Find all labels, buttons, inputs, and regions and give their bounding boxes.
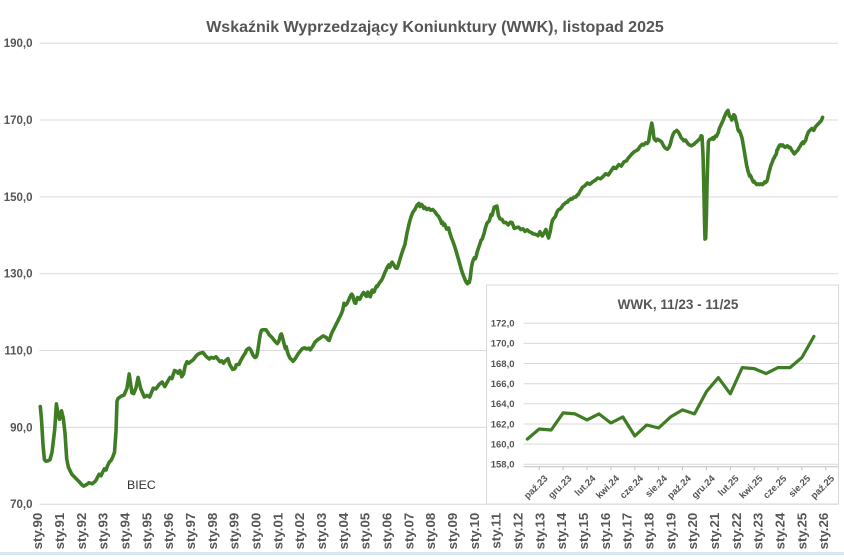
svg-text:sty.95: sty.95 bbox=[139, 512, 154, 549]
svg-text:sty.05: sty.05 bbox=[358, 512, 373, 549]
svg-text:sty.26: sty.26 bbox=[816, 513, 831, 550]
svg-text:sty.16: sty.16 bbox=[598, 513, 613, 550]
svg-text:BIEC: BIEC bbox=[127, 478, 156, 492]
svg-text:sty.07: sty.07 bbox=[401, 513, 416, 550]
svg-text:sty.96: sty.96 bbox=[161, 513, 176, 550]
svg-text:sty.90: sty.90 bbox=[30, 513, 45, 550]
svg-text:sty.99: sty.99 bbox=[227, 513, 242, 550]
svg-text:sty.08: sty.08 bbox=[423, 513, 438, 550]
svg-text:sty.10: sty.10 bbox=[467, 513, 482, 550]
svg-text:110,0: 110,0 bbox=[4, 346, 32, 358]
svg-text:sty.14: sty.14 bbox=[554, 512, 569, 549]
svg-text:70,0: 70,0 bbox=[10, 499, 32, 511]
svg-text:158,0: 158,0 bbox=[491, 460, 515, 471]
svg-text:sty.11: sty.11 bbox=[489, 512, 504, 549]
svg-text:sty.97: sty.97 bbox=[183, 513, 198, 550]
svg-text:sty.21: sty.21 bbox=[707, 512, 722, 549]
svg-text:130,0: 130,0 bbox=[4, 269, 33, 281]
svg-text:166,0: 166,0 bbox=[491, 379, 515, 390]
svg-text:sty.98: sty.98 bbox=[205, 513, 220, 550]
svg-text:170,0: 170,0 bbox=[491, 339, 515, 350]
svg-text:sty.24: sty.24 bbox=[773, 512, 788, 549]
svg-text:162,0: 162,0 bbox=[491, 419, 515, 430]
svg-text:sty.92: sty.92 bbox=[74, 513, 89, 550]
svg-text:sty.22: sty.22 bbox=[729, 513, 744, 550]
svg-text:sty.19: sty.19 bbox=[663, 513, 678, 550]
svg-text:sty.01: sty.01 bbox=[270, 512, 285, 549]
svg-text:sty.15: sty.15 bbox=[576, 512, 591, 549]
svg-text:sty.93: sty.93 bbox=[96, 513, 111, 550]
svg-text:sty.09: sty.09 bbox=[445, 513, 460, 550]
svg-text:172,0: 172,0 bbox=[491, 319, 515, 330]
svg-text:90,0: 90,0 bbox=[10, 422, 32, 434]
svg-text:160,0: 160,0 bbox=[491, 439, 515, 450]
svg-text:WWK, 11/23 - 11/25: WWK, 11/23 - 11/25 bbox=[618, 297, 739, 312]
svg-text:sty.18: sty.18 bbox=[642, 513, 657, 550]
svg-text:sty.20: sty.20 bbox=[685, 513, 700, 550]
svg-text:190,0: 190,0 bbox=[4, 38, 33, 50]
svg-text:150,0: 150,0 bbox=[4, 192, 33, 204]
svg-text:Wskaźnik Wyprzedzający Koniunk: Wskaźnik Wyprzedzający Koniunktury (WWK)… bbox=[206, 19, 664, 36]
svg-text:sty.04: sty.04 bbox=[336, 512, 351, 549]
svg-text:sty.02: sty.02 bbox=[292, 513, 307, 550]
svg-text:sty.94: sty.94 bbox=[118, 512, 133, 549]
svg-text:168,0: 168,0 bbox=[491, 359, 515, 370]
svg-text:sty.12: sty.12 bbox=[511, 513, 526, 550]
svg-text:164,0: 164,0 bbox=[491, 399, 515, 410]
svg-text:sty.25: sty.25 bbox=[794, 512, 809, 549]
svg-text:170,0: 170,0 bbox=[4, 115, 33, 127]
svg-text:sty.17: sty.17 bbox=[620, 513, 635, 550]
svg-text:sty.13: sty.13 bbox=[532, 513, 547, 550]
svg-text:sty.03: sty.03 bbox=[314, 513, 329, 550]
svg-text:sty.00: sty.00 bbox=[249, 513, 264, 550]
svg-text:sty.91: sty.91 bbox=[52, 512, 67, 549]
svg-text:sty.23: sty.23 bbox=[751, 513, 766, 550]
svg-text:sty.06: sty.06 bbox=[380, 513, 395, 550]
